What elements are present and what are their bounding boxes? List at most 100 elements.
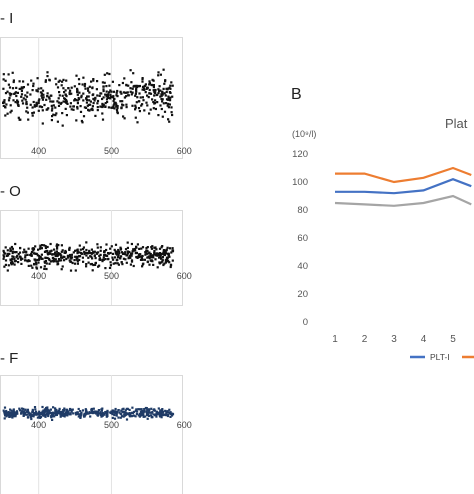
data-point	[23, 249, 25, 251]
data-point	[164, 92, 166, 94]
chart-title: Plat	[445, 116, 468, 131]
data-point	[170, 264, 172, 266]
data-point	[22, 408, 24, 410]
data-point	[99, 257, 101, 259]
data-point	[34, 252, 36, 254]
data-point	[73, 105, 75, 107]
data-point	[85, 254, 87, 256]
data-point	[35, 266, 37, 268]
data-point	[142, 255, 144, 257]
data-point	[157, 71, 159, 73]
data-point	[5, 246, 7, 248]
data-point	[167, 99, 169, 101]
data-point	[77, 94, 79, 96]
data-point	[31, 255, 33, 257]
data-point	[9, 86, 11, 88]
data-point	[24, 409, 26, 411]
data-point	[25, 103, 27, 105]
data-point	[57, 121, 59, 123]
data-point	[65, 108, 67, 110]
data-point	[116, 259, 118, 261]
data-point	[90, 101, 92, 103]
data-point	[80, 249, 82, 251]
data-point	[70, 413, 72, 415]
data-point	[45, 410, 47, 412]
data-point	[8, 99, 10, 101]
data-point	[97, 109, 99, 111]
data-point	[4, 414, 6, 416]
data-point	[125, 409, 127, 411]
data-point	[130, 81, 132, 83]
data-point	[7, 249, 9, 251]
data-point	[92, 251, 94, 253]
data-point	[137, 408, 139, 410]
data-point	[82, 93, 84, 95]
data-point	[168, 409, 170, 411]
data-point	[76, 91, 78, 93]
data-point	[108, 85, 110, 87]
data-point	[106, 72, 108, 74]
data-point	[84, 85, 86, 87]
data-point	[138, 248, 140, 250]
data-point	[74, 263, 76, 265]
data-point	[156, 411, 158, 413]
data-point	[48, 409, 50, 411]
data-point	[76, 411, 78, 413]
data-point	[30, 80, 32, 82]
data-point	[172, 247, 174, 249]
data-point	[21, 100, 23, 102]
data-point	[62, 125, 64, 127]
data-point	[70, 102, 72, 104]
data-point	[136, 96, 138, 98]
data-point	[153, 91, 155, 93]
data-point	[18, 408, 20, 410]
data-point	[118, 264, 120, 266]
data-point	[163, 69, 165, 71]
data-point	[117, 417, 119, 419]
data-point	[161, 256, 163, 258]
x-tick-label: 400	[31, 146, 46, 156]
data-point	[42, 90, 44, 92]
data-point	[69, 90, 71, 92]
x-tick-label: 600	[177, 146, 192, 156]
data-point	[142, 411, 144, 413]
data-point	[109, 94, 111, 96]
data-point	[146, 95, 148, 97]
data-point	[57, 86, 59, 88]
data-point	[101, 112, 103, 114]
x-tick-label: 500	[104, 420, 119, 430]
data-point	[23, 86, 25, 88]
data-point	[80, 111, 82, 113]
data-point	[21, 258, 23, 260]
data-point	[155, 108, 157, 110]
data-point	[125, 104, 127, 106]
data-point	[116, 95, 118, 97]
data-point	[116, 109, 118, 111]
data-point	[5, 412, 7, 414]
data-point	[19, 252, 21, 254]
data-point	[106, 255, 108, 257]
data-point	[108, 106, 110, 108]
data-point	[32, 89, 34, 91]
data-point	[132, 88, 134, 90]
data-point	[48, 96, 50, 98]
data-point	[35, 102, 37, 104]
data-point	[135, 87, 137, 89]
data-point	[169, 92, 171, 94]
data-point	[44, 416, 46, 418]
data-point	[31, 411, 33, 413]
data-point	[37, 249, 39, 251]
data-point	[27, 119, 29, 121]
data-point	[93, 102, 95, 104]
unit-label: (10⁹/l)	[292, 129, 316, 139]
scatter-title-f: - F	[0, 350, 18, 367]
data-point	[32, 106, 34, 108]
data-point	[121, 261, 123, 263]
data-point	[131, 415, 133, 417]
data-point	[76, 88, 78, 90]
data-point	[162, 116, 164, 118]
data-point	[153, 94, 155, 96]
data-point	[55, 78, 57, 80]
data-point	[61, 268, 63, 270]
data-point	[116, 92, 118, 94]
